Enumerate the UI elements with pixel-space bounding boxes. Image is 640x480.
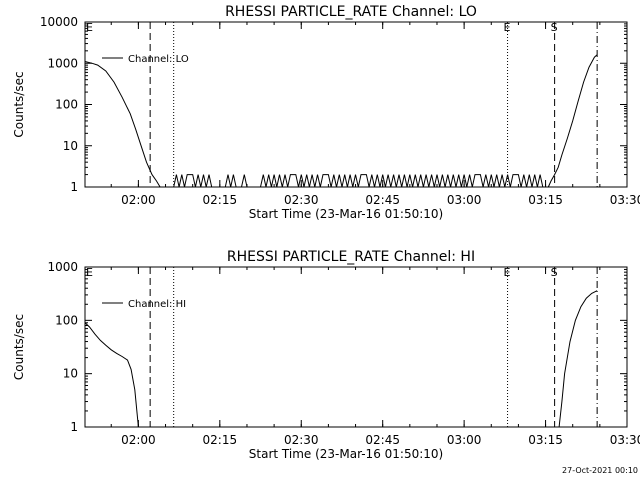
- panel-hi-channel: RHESSI PARTICLE_RATE Channel: HI 02:00 02:…: [12, 249, 640, 461]
- chart-title: RHESSI PARTICLE_RATE Channel: HI: [227, 249, 475, 265]
- y-tick-label: 100: [55, 313, 78, 327]
- series-line: [558, 290, 598, 428]
- y-axis-label: Counts/sec: [12, 71, 26, 137]
- x-axis-label: Start Time (23-Mar-16 01:50:10): [249, 207, 443, 221]
- y-tick-label: 100: [55, 98, 78, 112]
- marker-label: S: [551, 266, 558, 279]
- x-tick-label: 02:00: [121, 193, 156, 207]
- series-line: [84, 322, 139, 428]
- y-tick-label: 1000: [47, 56, 78, 70]
- x-tick-label: 02:45: [365, 193, 400, 207]
- series-line: [224, 174, 248, 188]
- plot-frame: [84, 266, 628, 428]
- panel-lo-channel: RHESSI PARTICLE_RATE Channel: LO 02:00 02:…: [12, 4, 640, 221]
- x-tick-label: 02:30: [284, 193, 319, 207]
- marker-label: S: [551, 21, 558, 34]
- x-tick-label: 03:30: [610, 193, 640, 207]
- legend-label: Channel: LO: [128, 54, 189, 65]
- marker-label: E: [86, 266, 93, 279]
- x-tick-label: 03:00: [447, 193, 482, 207]
- series-line: [84, 61, 161, 188]
- series-line: [547, 54, 598, 188]
- legend-label: Channel: HI: [128, 299, 186, 310]
- x-tick-label: 02:45: [365, 433, 400, 447]
- series-line: [260, 174, 544, 188]
- x-tick-label: 03:00: [447, 433, 482, 447]
- x-tick-label: 03:15: [528, 193, 563, 207]
- x-tick-label: 02:00: [121, 433, 156, 447]
- date-stamp: 27-Oct-2021 00:10: [562, 466, 638, 475]
- y-tick-label: 10: [63, 139, 78, 153]
- x-tick-label: 02:30: [284, 433, 319, 447]
- x-tick-label: 02:15: [203, 433, 238, 447]
- x-axis-label: Start Time (23-Mar-16 01:50:10): [249, 447, 443, 461]
- y-axis-label: Counts/sec: [12, 314, 26, 380]
- y-tick-label: 1000: [47, 260, 78, 274]
- y-tick-label: 1: [70, 180, 78, 194]
- y-tick-label: 1: [70, 420, 78, 434]
- marker-label: E: [504, 21, 511, 34]
- x-tick-label: 02:15: [203, 193, 238, 207]
- chart-title: RHESSI PARTICLE_RATE Channel: LO: [225, 4, 477, 20]
- marker-label: E: [86, 21, 93, 34]
- y-tick-label: 10000: [40, 15, 78, 29]
- y-tick-label: 10: [63, 367, 78, 381]
- x-tick-label: 03:15: [528, 433, 563, 447]
- marker-label: E: [504, 266, 511, 279]
- x-tick-label: 03:30: [610, 433, 640, 447]
- plot-frame: [84, 21, 628, 188]
- series-line: [173, 174, 213, 188]
